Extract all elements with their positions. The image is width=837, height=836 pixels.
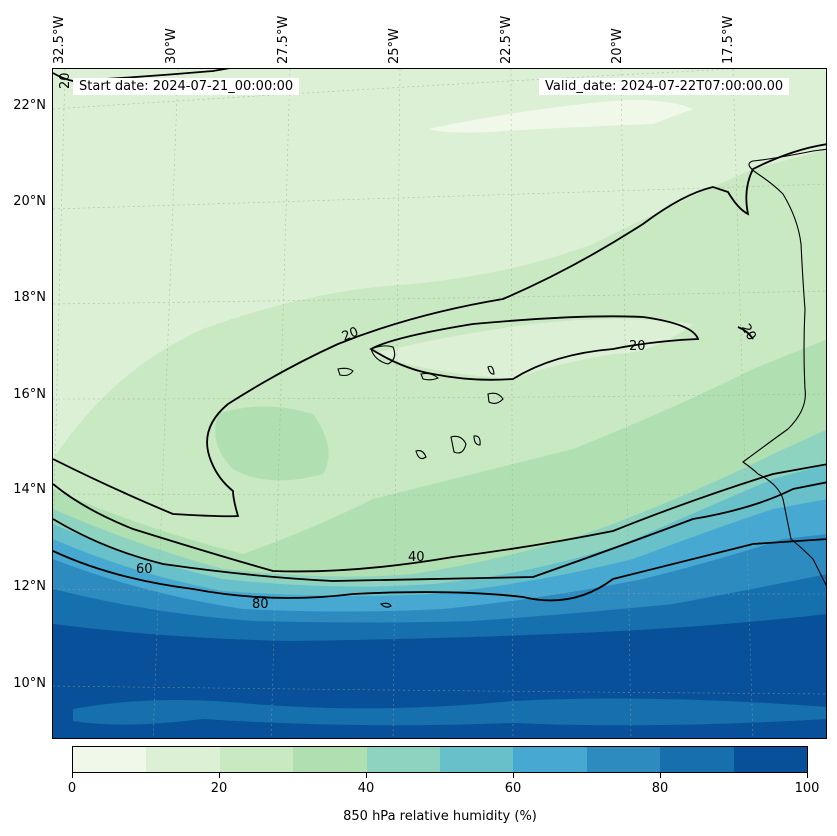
band-80-90-patch bbox=[73, 698, 826, 726]
contour-label-60: 60 bbox=[136, 562, 153, 577]
cape-verde-boa-vista bbox=[487, 392, 504, 405]
contour-label-20-a: 20 bbox=[340, 325, 361, 345]
colorbar-segment bbox=[733, 747, 808, 772]
colorbar-segment bbox=[440, 747, 514, 772]
cape-verde-sao-nicolau bbox=[420, 372, 440, 381]
cape-verde-fogo bbox=[415, 450, 427, 460]
colorbar-tick bbox=[807, 773, 808, 778]
start-date-label: Start date: 2024-07-21_00:00:00 bbox=[73, 78, 300, 95]
lon-label-22-5w: 22.5°W bbox=[499, 15, 514, 64]
colorbar bbox=[72, 746, 808, 773]
colorbar-tick bbox=[513, 773, 514, 778]
contour-20-main bbox=[53, 143, 826, 518]
colorbar-tick-label: 20 bbox=[210, 781, 228, 796]
colorbar-tick bbox=[72, 773, 73, 778]
lon-label-32-5w: 32.5°W bbox=[52, 15, 67, 64]
colorbar-segment bbox=[660, 747, 734, 772]
colorbar-tick-label: 0 bbox=[67, 781, 77, 796]
colorbar-tick-label: 80 bbox=[651, 781, 669, 796]
colorbar-segment bbox=[586, 747, 661, 772]
lat-label-18n: 18°N bbox=[13, 290, 46, 305]
africa-coast bbox=[742, 148, 826, 587]
cape-verde-santo-antao bbox=[370, 345, 396, 365]
colorbar-title: 850 hPa relative humidity (%) bbox=[343, 809, 537, 824]
lat-label-10n: 10°N bbox=[13, 676, 46, 691]
lat-label-16n: 16°N bbox=[13, 387, 46, 402]
colorbar-tick bbox=[219, 773, 220, 778]
contour-label-20-b: 20 bbox=[629, 339, 646, 354]
lon-label-27-5w: 27.5°W bbox=[276, 15, 291, 64]
cape-verde-maio bbox=[473, 435, 481, 446]
colorbar-tick bbox=[366, 773, 367, 778]
lon-label-20w: 20°W bbox=[610, 28, 625, 64]
contour-label-20-d: 20 bbox=[58, 72, 73, 89]
contour-20-east bbox=[737, 326, 754, 340]
band-30-40-blob bbox=[215, 406, 329, 481]
band-0-10 bbox=[428, 100, 693, 133]
cape-verde-sal bbox=[487, 365, 495, 375]
colorbar-segment bbox=[513, 747, 587, 772]
colorbar-segment bbox=[219, 747, 294, 772]
lat-label-14n: 14°N bbox=[13, 482, 46, 497]
colorbar-tick-label: 60 bbox=[504, 781, 522, 796]
contour-40 bbox=[53, 463, 826, 573]
colorbar-segment bbox=[146, 747, 220, 772]
contour-80 bbox=[53, 538, 826, 602]
lon-label-17-5w: 17.5°W bbox=[721, 15, 736, 64]
lon-label-30w: 30°W bbox=[164, 28, 179, 64]
cape-verde-sao-vicente bbox=[337, 367, 354, 377]
lat-label-12n: 12°N bbox=[13, 579, 46, 594]
island-east bbox=[379, 602, 392, 608]
coastlines bbox=[337, 148, 826, 608]
contour-label-40: 40 bbox=[408, 550, 425, 565]
colorbar-segment bbox=[366, 747, 441, 772]
contour-label-80: 80 bbox=[252, 597, 269, 612]
humidity-map: 20 20 20 20 40 60 80 bbox=[53, 69, 826, 738]
contour-lines bbox=[53, 69, 826, 602]
lat-label-22n: 22°N bbox=[13, 98, 46, 113]
lat-label-20n: 20°N bbox=[13, 194, 46, 209]
contour-60 bbox=[53, 481, 826, 582]
colorbar-segment bbox=[293, 747, 367, 772]
map-panel: 20 20 20 20 40 60 80 Start date: 2024-07… bbox=[52, 68, 827, 739]
lon-label-25w: 25°W bbox=[387, 28, 402, 64]
contour-label-20-c: 20 bbox=[738, 322, 759, 344]
colorbar-tick-label: 100 bbox=[794, 781, 820, 796]
colorbar-tick-label: 40 bbox=[357, 781, 375, 796]
valid-date-label: Valid_date: 2024-07-22T07:00:00.00 bbox=[539, 78, 790, 95]
graticule bbox=[53, 69, 826, 738]
contour-20-inner bbox=[369, 315, 700, 381]
colorbar-segment bbox=[73, 747, 147, 772]
colorbar-tick bbox=[660, 773, 661, 778]
band-10-20-inner bbox=[371, 319, 693, 379]
cape-verde-santiago bbox=[450, 435, 467, 454]
